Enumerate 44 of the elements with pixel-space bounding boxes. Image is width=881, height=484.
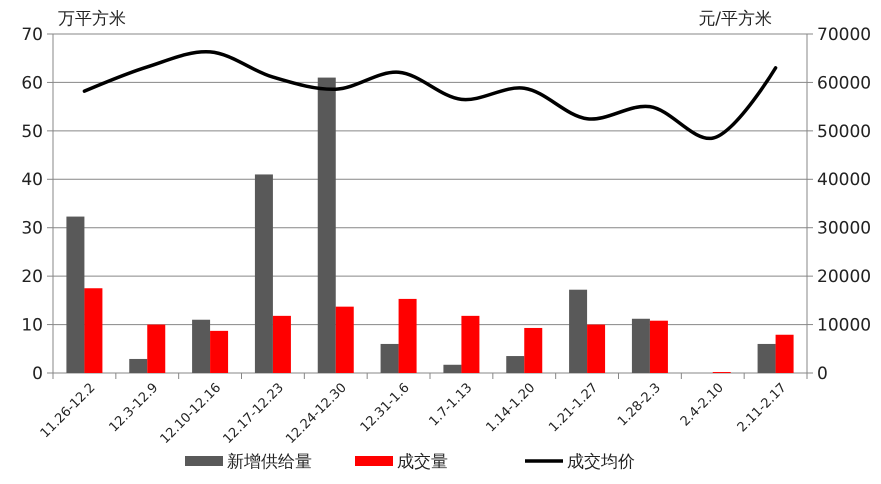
y-tick-label: 70 (21, 24, 43, 45)
bar (632, 318, 650, 373)
bar (587, 324, 606, 373)
y-tick-label: 40 (21, 170, 43, 190)
bar (254, 174, 273, 373)
bar (272, 316, 291, 373)
y-tick-label: 50 (21, 122, 43, 142)
bar (129, 358, 148, 373)
line-series (82, 50, 778, 140)
y-tick-label: 20 (21, 267, 43, 288)
legend-label: 新增供给量 (227, 452, 312, 472)
bar (192, 320, 210, 373)
bar (66, 216, 84, 373)
bar (524, 328, 542, 373)
y2-tick-label: 60000 (817, 73, 872, 94)
y2-tick-label: 0 (817, 364, 828, 384)
y2-tick-label: 20000 (817, 267, 872, 288)
bar (776, 334, 794, 373)
y-tick-label: 0 (32, 364, 43, 384)
y2-tick-label: 40000 (817, 170, 872, 190)
y-tick-label: 10 (21, 316, 43, 336)
bar (318, 78, 336, 373)
y2-axis-title: 元/平方米 (698, 9, 772, 29)
y2-tick-label: 30000 (817, 218, 872, 239)
legend-label: 成交均价 (567, 452, 635, 472)
y-tick-label: 30 (21, 218, 43, 239)
bar (506, 356, 524, 373)
bar (650, 320, 668, 373)
bar (398, 298, 417, 373)
bar (569, 290, 588, 373)
bar (443, 364, 462, 373)
bar (461, 316, 480, 373)
bar (336, 306, 354, 373)
y2-tick-label: 70000 (817, 24, 872, 45)
y-axis-title: 万平方米 (58, 9, 126, 29)
bar (210, 330, 228, 373)
bar (84, 288, 102, 373)
y2-tick-label: 10000 (817, 316, 872, 336)
bar (380, 344, 399, 373)
bar (147, 324, 166, 373)
y-tick-label: 60 (21, 73, 43, 94)
bar (758, 344, 776, 373)
y2-tick-label: 50000 (817, 122, 872, 142)
legend-label: 成交量 (397, 452, 448, 472)
